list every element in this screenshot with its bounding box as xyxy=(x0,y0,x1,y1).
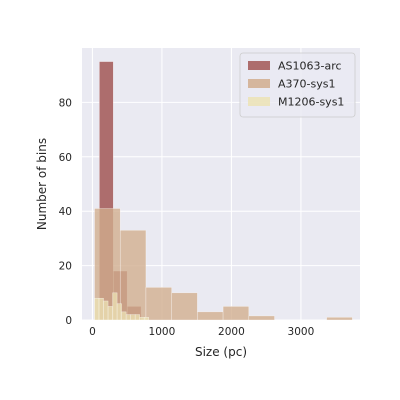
x-tick-label: 1000 xyxy=(149,326,176,338)
histogram-bars xyxy=(94,61,353,321)
legend-label: M1206-sys1 xyxy=(278,96,344,109)
legend-swatch xyxy=(248,79,270,88)
histogram-bar-m1206-sys1 xyxy=(112,292,118,321)
histogram-bar-a370-sys1 xyxy=(222,306,250,321)
legend: AS1063-arc A370-sys1 M1206-sys1 xyxy=(239,52,356,118)
y-tick-label: 20 xyxy=(59,261,72,273)
histogram-bar-m1206-sys1 xyxy=(130,314,136,321)
y-tick-label: 60 xyxy=(59,152,72,164)
histogram-bar-m1206-sys1 xyxy=(94,297,100,321)
histogram-bar-m1206-sys1 xyxy=(98,297,104,321)
histogram-bar-a370-sys1 xyxy=(145,287,172,321)
tick-labels: 0 1000 2000 3000 0 20 40 60 80 xyxy=(59,97,315,338)
histogram-bar-a370-sys1 xyxy=(326,317,353,321)
histogram-bar-m1206-sys1 xyxy=(134,314,140,321)
y-tick-label: 40 xyxy=(59,206,72,218)
legend-swatch xyxy=(248,97,270,106)
histogram-bar-m1206-sys1 xyxy=(103,300,109,321)
histogram-bar-m1206-sys1 xyxy=(139,317,145,321)
histogram-bar-m1206-sys1 xyxy=(125,314,131,321)
legend-label: AS1063-arc xyxy=(278,60,342,73)
x-tick-label: 2000 xyxy=(218,326,245,338)
x-axis-label: Size (pc) xyxy=(195,345,247,359)
histogram-bar-a370-sys1 xyxy=(197,311,224,321)
histogram-bar-m1206-sys1 xyxy=(143,317,149,321)
histogram-bar-m1206-sys1 xyxy=(116,303,122,321)
histogram-bar-a370-sys1 xyxy=(248,315,275,321)
histogram-bar-a370-sys1 xyxy=(119,229,147,321)
histogram-bar-a370-sys1 xyxy=(171,292,198,321)
histogram-bar-m1206-sys1 xyxy=(121,311,127,321)
legend-label: A370-sys1 xyxy=(278,78,335,91)
legend-swatch xyxy=(248,61,270,70)
y-tick-label: 80 xyxy=(59,97,72,109)
histogram-bar-m1206-sys1 xyxy=(107,306,113,321)
y-axis-label: Number of bins xyxy=(35,138,49,230)
x-tick-label: 0 xyxy=(89,326,96,338)
y-tick-label: 0 xyxy=(65,315,72,327)
x-tick-label: 3000 xyxy=(288,326,315,338)
